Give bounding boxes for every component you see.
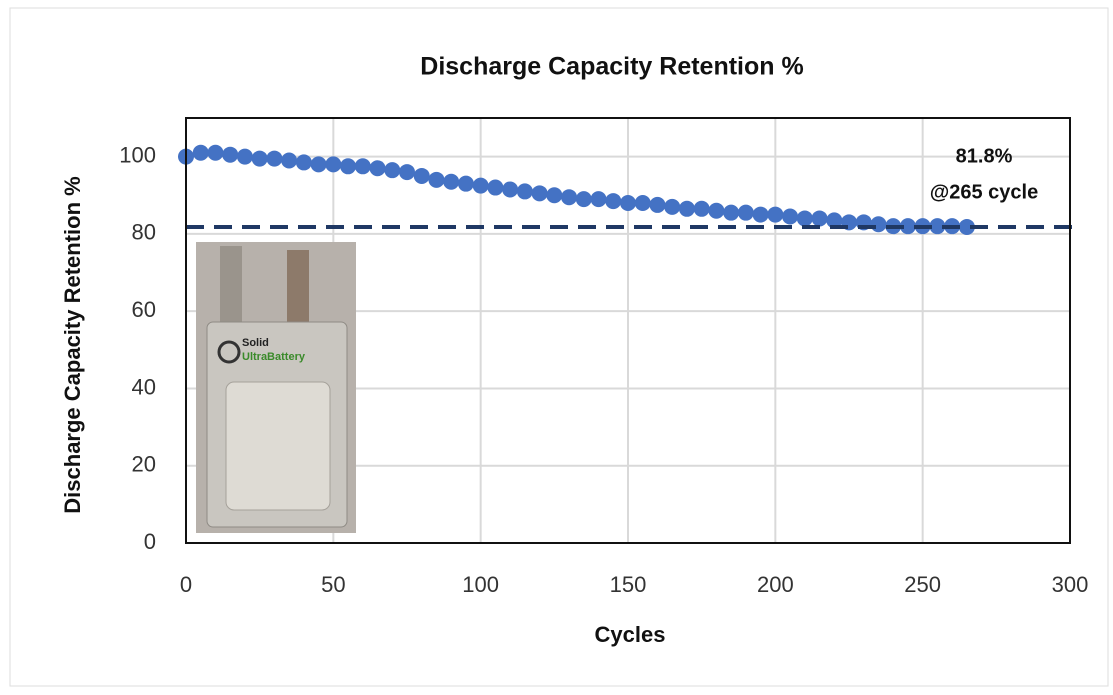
data-point <box>797 210 813 226</box>
chart: Discharge Capacity Retention % Discharge… <box>0 0 1113 690</box>
data-point <box>723 205 739 221</box>
data-point <box>487 180 503 196</box>
data-point <box>193 145 209 161</box>
y-axis-label: Discharge Capacity Retention % <box>60 176 85 513</box>
data-point <box>561 189 577 205</box>
data-point <box>532 185 548 201</box>
data-point <box>311 156 327 172</box>
data-point <box>635 195 651 211</box>
frame <box>10 8 1108 686</box>
data-point <box>473 178 489 194</box>
data-point <box>664 199 680 215</box>
data-point <box>414 168 430 184</box>
y-tick-label: 80 <box>132 220 156 245</box>
data-point <box>237 149 253 165</box>
data-point <box>576 191 592 207</box>
x-tick-label: 300 <box>1052 572 1089 597</box>
data-point <box>428 172 444 188</box>
logo-text: UltraBattery <box>242 351 306 363</box>
data-point <box>207 145 223 161</box>
data-point <box>782 209 798 225</box>
data-point <box>443 174 459 190</box>
data-point <box>252 151 268 167</box>
y-tick-label: 60 <box>132 297 156 322</box>
logo-text: Solid <box>242 337 269 349</box>
cell-body <box>226 382 330 510</box>
annotation: 81.8% <box>956 145 1013 167</box>
data-point <box>708 203 724 219</box>
data-point <box>694 201 710 217</box>
data-point <box>370 160 386 176</box>
data-point <box>679 201 695 217</box>
page: Discharge Capacity Retention % Discharge… <box>0 0 1113 695</box>
data-point <box>753 207 769 223</box>
y-tick-label: 40 <box>132 374 156 399</box>
data-point <box>325 156 341 172</box>
data-point <box>458 176 474 192</box>
data-point <box>399 164 415 180</box>
data-point <box>296 154 312 170</box>
data-point <box>767 207 783 223</box>
data-point <box>812 210 828 226</box>
x-tick-label: 0 <box>180 572 192 597</box>
tab <box>287 250 309 326</box>
data-point <box>738 205 754 221</box>
data-point <box>281 153 297 169</box>
y-tick-label: 100 <box>119 142 156 167</box>
y-tick-label: 20 <box>132 452 156 477</box>
x-tick-label: 150 <box>610 572 647 597</box>
data-point <box>620 195 636 211</box>
data-point <box>870 216 886 232</box>
tab <box>220 246 242 326</box>
x-tick-label: 50 <box>321 572 345 597</box>
data-point <box>546 187 562 203</box>
annotation: @265 cycle <box>930 181 1038 203</box>
data-point <box>340 158 356 174</box>
x-tick-label: 100 <box>462 572 499 597</box>
x-tick-label: 200 <box>757 572 794 597</box>
x-axis-label: Cycles <box>595 622 666 647</box>
data-point <box>649 197 665 213</box>
data-point <box>502 181 518 197</box>
x-tick-label: 250 <box>904 572 941 597</box>
data-point <box>222 147 238 163</box>
data-point <box>605 193 621 209</box>
chart-title: Discharge Capacity Retention % <box>420 53 803 81</box>
data-point <box>384 162 400 178</box>
data-point <box>591 191 607 207</box>
y-tick-label: 0 <box>144 529 156 554</box>
battery-photo: Solid UltraBattery <box>196 242 356 533</box>
data-point <box>266 151 282 167</box>
data-point <box>517 183 533 199</box>
data-point <box>355 158 371 174</box>
